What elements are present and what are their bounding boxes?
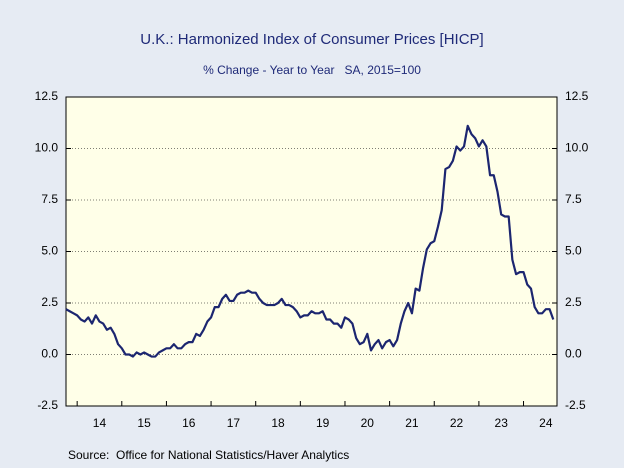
y2-tick-label: 2.5 <box>565 295 582 309</box>
source-note: Source: Office for National Statistics/H… <box>68 448 349 462</box>
chart-title: U.K.: Harmonized Index of Consumer Price… <box>140 31 483 48</box>
y-tick-label: -2.5 <box>37 398 58 412</box>
y-tick-label: 0.0 <box>41 347 58 361</box>
data-line <box>65 124 555 358</box>
x-tick-label: 15 <box>137 416 151 430</box>
x-tick-label: 22 <box>450 416 464 430</box>
y-tick-label: 2.5 <box>41 295 58 309</box>
y-tick-label: 7.5 <box>41 192 58 206</box>
y-tick-label: 10.0 <box>35 141 59 155</box>
y-tick-label: 12.5 <box>35 89 59 103</box>
x-tick-label: 19 <box>316 416 330 430</box>
y2-tick-label: 7.5 <box>565 192 582 206</box>
y2-tick-label: 12.5 <box>565 89 589 103</box>
x-tick-label: 14 <box>93 416 107 430</box>
x-tick-label: 17 <box>227 416 241 430</box>
x-tick-label: 23 <box>495 416 509 430</box>
x-tick-label: 20 <box>361 416 375 430</box>
x-tick-label: 24 <box>539 416 553 430</box>
x-tick-label: 16 <box>182 416 196 430</box>
y2-tick-label: 5.0 <box>565 244 582 258</box>
x-tick-label: 21 <box>405 416 419 430</box>
y-tick-label: 5.0 <box>41 244 58 258</box>
x-tick-label: 18 <box>271 416 285 430</box>
y2-tick-label: 10.0 <box>565 141 589 155</box>
y2-tick-label: 0.0 <box>565 347 582 361</box>
chart-subtitle: % Change - Year to Year SA, 2015=100 <box>203 63 421 77</box>
y2-tick-label: -2.5 <box>565 398 586 412</box>
